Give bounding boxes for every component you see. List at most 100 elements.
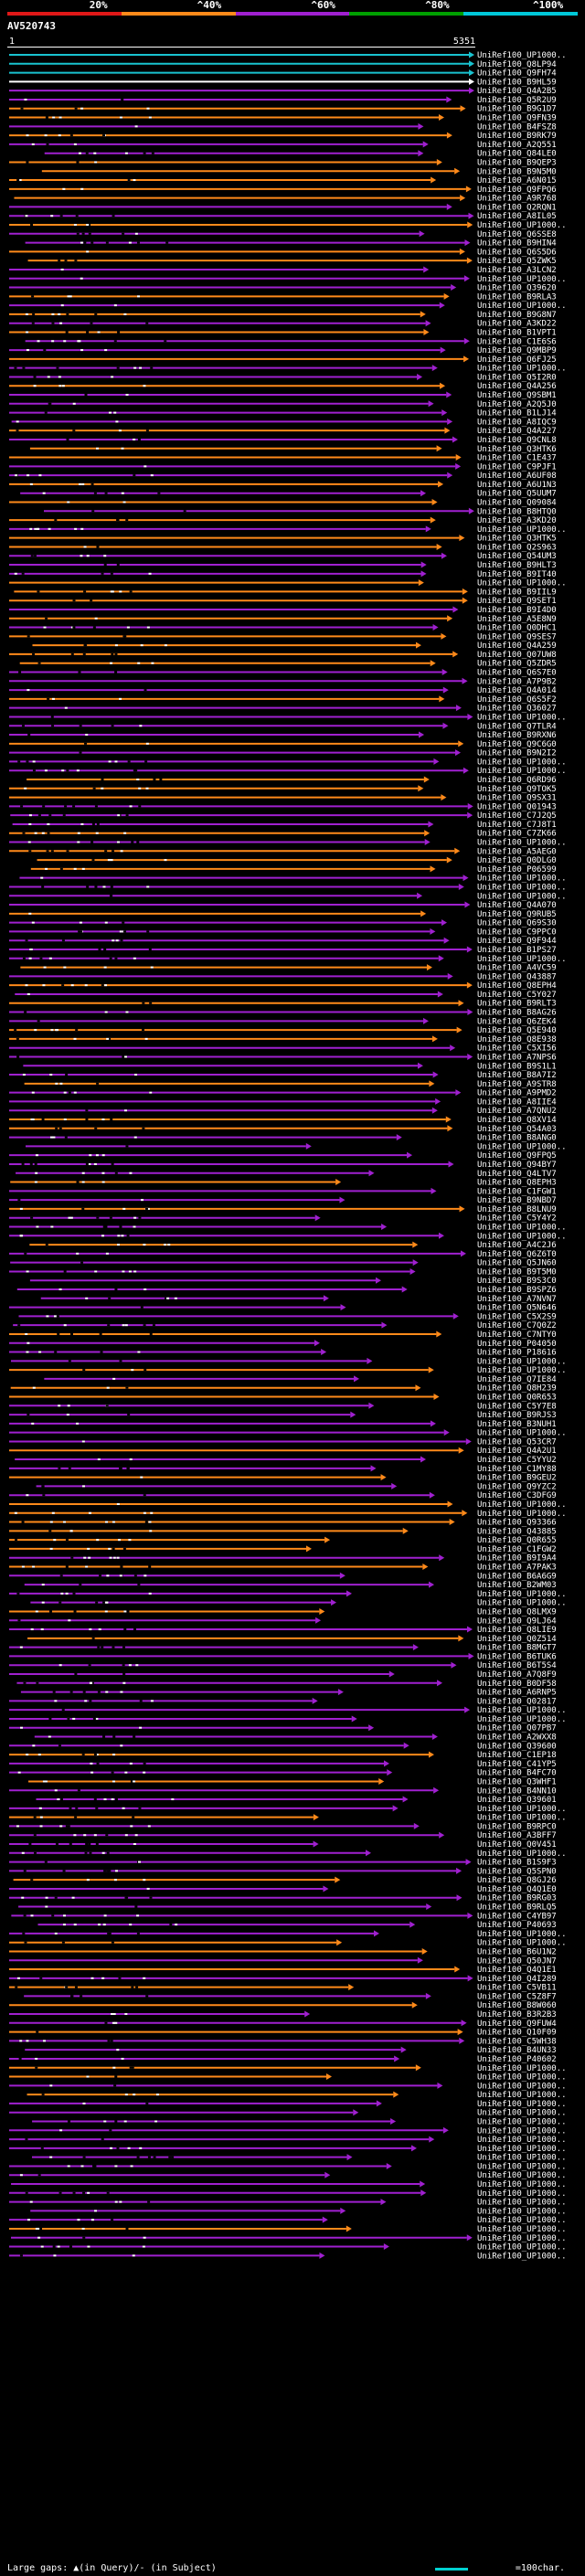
subject-label[interactable]: UniRef100_A4VC59 bbox=[477, 964, 557, 973]
subject-label[interactable]: UniRef100_B9RJS3 bbox=[477, 1411, 557, 1420]
subject-label[interactable]: UniRef100_A4C2J6 bbox=[477, 1241, 557, 1250]
subject-label[interactable]: UniRef100_Q0DHC1 bbox=[477, 624, 557, 633]
subject-label[interactable]: UniRef100_C7ZK66 bbox=[477, 830, 557, 839]
subject-label[interactable]: UniRef100_Q9FPQ6 bbox=[477, 186, 557, 195]
subject-label[interactable]: UniRef100_Q9MBP9 bbox=[477, 346, 557, 355]
subject-label[interactable]: UniRef100_C1E437 bbox=[477, 454, 557, 463]
subject-label[interactable]: UniRef100_Q8EPH4 bbox=[477, 981, 557, 991]
subject-label[interactable]: UniRef100_Q8LP94 bbox=[477, 60, 557, 69]
subject-label[interactable]: UniRef100_Q9YZC2 bbox=[477, 1482, 557, 1491]
subject-label[interactable]: UniRef100_B9GEU2 bbox=[477, 1474, 557, 1483]
subject-label[interactable]: UniRef100_UP1000.. bbox=[477, 302, 567, 311]
subject-label[interactable]: UniRef100_Q94BY7 bbox=[477, 1161, 557, 1170]
subject-label[interactable]: UniRef100_C5XI56 bbox=[477, 1044, 557, 1054]
subject-label[interactable]: UniRef100_UP1000.. bbox=[477, 2117, 567, 2126]
subject-label[interactable]: UniRef100_C1MY88 bbox=[477, 1465, 557, 1474]
subject-label[interactable]: UniRef100_A3KD20 bbox=[477, 516, 557, 525]
subject-label[interactable]: UniRef100_A3KD22 bbox=[477, 320, 557, 329]
subject-label[interactable]: UniRef100_Q9F944 bbox=[477, 937, 557, 946]
subject-label[interactable]: UniRef100_Q4A2B5 bbox=[477, 87, 557, 96]
subject-label[interactable]: UniRef100_A9R768 bbox=[477, 195, 557, 204]
subject-label[interactable]: UniRef100_B9RG03 bbox=[477, 1894, 557, 1903]
subject-label[interactable]: UniRef100_C1E6S6 bbox=[477, 337, 557, 346]
subject-label[interactable]: UniRef100_B1S9F3 bbox=[477, 1859, 557, 1868]
subject-label[interactable]: UniRef100_B3NUH1 bbox=[477, 1420, 557, 1429]
subject-label[interactable]: UniRef100_B9NBD7 bbox=[477, 1196, 557, 1205]
subject-label[interactable]: UniRef100_B2WM03 bbox=[477, 1581, 557, 1590]
subject-label[interactable]: UniRef100_B8ANG0 bbox=[477, 1134, 557, 1143]
subject-label[interactable]: UniRef100_UP1000.. bbox=[477, 2100, 567, 2109]
subject-label[interactable]: UniRef100_UP1000.. bbox=[477, 1599, 567, 1608]
subject-label[interactable]: UniRef100_B9HIN4 bbox=[477, 239, 557, 249]
subject-label[interactable]: UniRef100_Q6S5D6 bbox=[477, 248, 557, 257]
subject-label[interactable]: UniRef100_C1FGW1 bbox=[477, 1187, 557, 1196]
subject-label[interactable]: UniRef100_UP1000.. bbox=[477, 883, 567, 892]
subject-label[interactable]: UniRef100_A8IL05 bbox=[477, 212, 557, 221]
subject-label[interactable]: UniRef100_C1EP18 bbox=[477, 1751, 557, 1760]
subject-label[interactable]: UniRef100_Q5ZDR5 bbox=[477, 660, 557, 669]
subject-label[interactable]: UniRef100_Q5UUM7 bbox=[477, 490, 557, 499]
subject-label[interactable]: UniRef100_C7J8T1 bbox=[477, 821, 557, 830]
subject-label[interactable]: UniRef100_P06599 bbox=[477, 865, 557, 875]
subject-label[interactable]: UniRef100_UP1000.. bbox=[477, 221, 567, 230]
subject-label[interactable]: UniRef100_Q54UM3 bbox=[477, 552, 557, 561]
subject-label[interactable]: UniRef100_C5YYU2 bbox=[477, 1456, 557, 1465]
subject-label[interactable]: UniRef100_UP1000.. bbox=[477, 2162, 567, 2171]
subject-label[interactable]: UniRef100_Q4Q1E0 bbox=[477, 1885, 557, 1894]
subject-label[interactable]: UniRef100_Q9TOK5 bbox=[477, 785, 557, 794]
subject-label[interactable]: UniRef100_A5E8N9 bbox=[477, 615, 557, 624]
subject-label[interactable]: UniRef100_Q36027 bbox=[477, 705, 557, 714]
subject-label[interactable]: UniRef100_A7QNU2 bbox=[477, 1107, 557, 1116]
subject-label[interactable]: UniRef100_P18616 bbox=[477, 1349, 557, 1358]
subject-label[interactable]: UniRef100_B4UN33 bbox=[477, 2046, 557, 2055]
subject-label[interactable]: UniRef100_B9I9A4 bbox=[477, 1554, 557, 1564]
subject-label[interactable]: UniRef100_B9N2I2 bbox=[477, 749, 557, 758]
subject-label[interactable]: UniRef100_A6UF08 bbox=[477, 472, 557, 481]
subject-label[interactable]: UniRef100_A8IIE4 bbox=[477, 1097, 557, 1107]
subject-label[interactable]: UniRef100_B0DF58 bbox=[477, 1680, 557, 1689]
subject-label[interactable]: UniRef100_Q5SPN0 bbox=[477, 1867, 557, 1876]
subject-label[interactable]: UniRef100_Q4A259 bbox=[477, 641, 557, 651]
subject-label[interactable]: UniRef100_B9RK79 bbox=[477, 132, 557, 141]
subject-label[interactable]: UniRef100_UP1000.. bbox=[477, 1366, 567, 1375]
subject-label[interactable]: UniRef100_A9STR8 bbox=[477, 1080, 557, 1089]
subject-label[interactable]: UniRef100_Q93366 bbox=[477, 1519, 557, 1528]
subject-label[interactable]: UniRef100_Q9CNL8 bbox=[477, 436, 557, 445]
subject-label[interactable]: UniRef100_Q43887 bbox=[477, 972, 557, 981]
subject-label[interactable]: UniRef100_Q8H239 bbox=[477, 1384, 557, 1394]
subject-label[interactable]: UniRef100_C5X2S9 bbox=[477, 1312, 557, 1321]
subject-label[interactable]: UniRef100_Q6Z6T0 bbox=[477, 1250, 557, 1259]
subject-label[interactable]: UniRef100_Q9FUW4 bbox=[477, 2019, 557, 2029]
subject-label[interactable]: UniRef100_B8LNU9 bbox=[477, 1205, 557, 1214]
subject-label[interactable]: UniRef100_C5Y7E8 bbox=[477, 1402, 557, 1411]
subject-label[interactable]: UniRef100_B3R2B3 bbox=[477, 2010, 557, 2019]
subject-label[interactable]: UniRef100_UP1000.. bbox=[477, 1706, 567, 1715]
subject-label[interactable]: UniRef100_Q69S30 bbox=[477, 919, 557, 928]
subject-label[interactable]: UniRef100_B9G1D7 bbox=[477, 105, 557, 114]
subject-label[interactable]: UniRef100_B6T5S4 bbox=[477, 1661, 557, 1670]
subject-label[interactable]: UniRef100_A3BFF7 bbox=[477, 1831, 557, 1840]
subject-label[interactable]: UniRef100_A7Q8F9 bbox=[477, 1670, 557, 1680]
subject-label[interactable]: UniRef100_B9RLA3 bbox=[477, 292, 557, 302]
subject-label[interactable]: UniRef100_Q9SX31 bbox=[477, 794, 557, 803]
subject-label[interactable]: UniRef100_Q6RD96 bbox=[477, 776, 557, 785]
subject-label[interactable]: UniRef100_UP1000.. bbox=[477, 2216, 567, 2225]
subject-label[interactable]: UniRef100_UP1000.. bbox=[477, 2145, 567, 2154]
subject-label[interactable]: UniRef100_Q5JN60 bbox=[477, 1259, 557, 1268]
subject-label[interactable]: UniRef100_Q50JN7 bbox=[477, 1956, 557, 1966]
subject-label[interactable]: UniRef100_Q9LJ64 bbox=[477, 1617, 557, 1626]
subject-label[interactable]: UniRef100_C3DFG9 bbox=[477, 1491, 557, 1500]
subject-label[interactable]: UniRef100_B9RLQ5 bbox=[477, 1903, 557, 1913]
subject-label[interactable]: UniRef100_UP1000.. bbox=[477, 1500, 567, 1510]
subject-label[interactable]: UniRef100_P04050 bbox=[477, 1340, 557, 1349]
subject-label[interactable]: UniRef100_UP1000.. bbox=[477, 875, 567, 884]
subject-label[interactable]: UniRef100_UP1000.. bbox=[477, 839, 567, 848]
subject-label[interactable]: UniRef100_C41YP5 bbox=[477, 1760, 557, 1769]
subject-label[interactable]: UniRef100_B9HLT3 bbox=[477, 561, 557, 570]
subject-label[interactable]: UniRef100_Q5ZWK5 bbox=[477, 257, 557, 266]
subject-label[interactable]: UniRef100_B4FC70 bbox=[477, 1769, 557, 1778]
subject-label[interactable]: UniRef100_C7NTY0 bbox=[477, 1330, 557, 1340]
subject-label[interactable]: UniRef100_UP1000.. bbox=[477, 365, 567, 374]
subject-label[interactable]: UniRef100_C5Z8F7 bbox=[477, 1992, 557, 2001]
subject-label[interactable]: UniRef100_C5Y027 bbox=[477, 991, 557, 1000]
